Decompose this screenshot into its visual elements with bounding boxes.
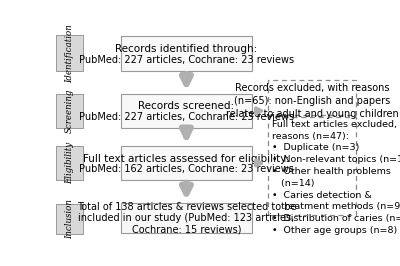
- FancyBboxPatch shape: [56, 204, 82, 234]
- FancyBboxPatch shape: [56, 35, 82, 71]
- Text: PubMed: 162 articles, Cochrane: 23 reviews: PubMed: 162 articles, Cochrane: 23 revie…: [79, 164, 294, 174]
- Text: Records identified through:: Records identified through:: [115, 44, 258, 54]
- Text: PubMed: 227 articles, Cochrane: 23 reviews: PubMed: 227 articles, Cochrane: 23 revie…: [79, 55, 294, 65]
- Text: Records excluded, with reasons
(n=65): non-English and papers
related to adult a: Records excluded, with reasons (n=65): n…: [226, 82, 398, 119]
- Text: PubMed: 227 articles, Cochrane: 23 reviews: PubMed: 227 articles, Cochrane: 23 revie…: [79, 112, 294, 122]
- FancyBboxPatch shape: [121, 146, 252, 180]
- FancyBboxPatch shape: [121, 94, 252, 128]
- Text: Eligibility: Eligibility: [65, 142, 74, 184]
- Text: Inclusion: Inclusion: [65, 199, 74, 239]
- Text: Screening: Screening: [65, 89, 74, 133]
- FancyBboxPatch shape: [56, 146, 82, 180]
- Text: Total of 138 articles & reviews selected to be
included in our study (PubMed: 12: Total of 138 articles & reviews selected…: [77, 202, 296, 235]
- Text: Full text articles assessed for eligibility:: Full text articles assessed for eligibil…: [83, 153, 290, 164]
- FancyBboxPatch shape: [56, 94, 82, 128]
- FancyBboxPatch shape: [121, 35, 252, 71]
- FancyBboxPatch shape: [121, 203, 252, 233]
- Text: Identification: Identification: [65, 24, 74, 83]
- Text: Records screened:: Records screened:: [138, 101, 234, 111]
- Text: Full text articles excluded, with
reasons (n=47):
•  Duplicate (n=3)
•  Non-rele: Full text articles excluded, with reason…: [272, 120, 400, 235]
